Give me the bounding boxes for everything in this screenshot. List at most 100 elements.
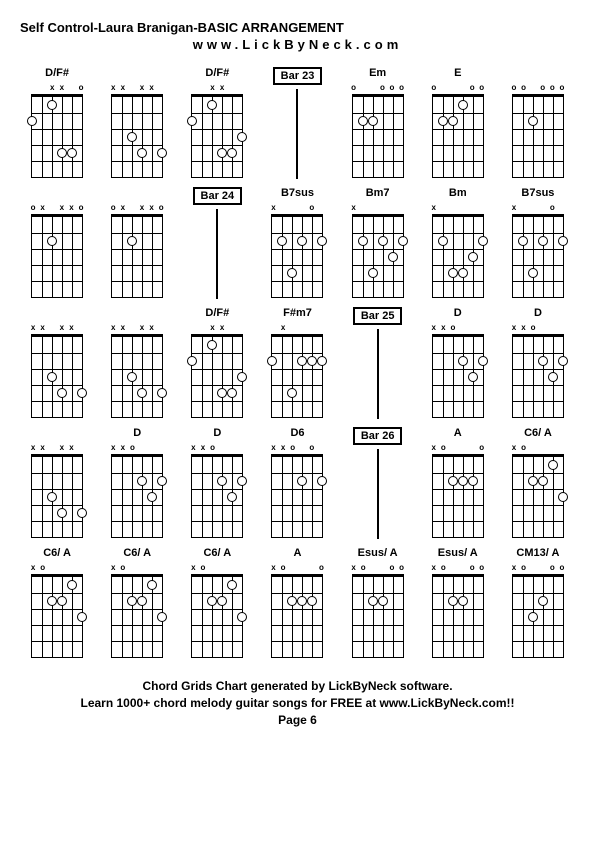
chord-grid: D/F#xxoxxxxD/F#xxBar 23EmooooEooooooooox…	[20, 67, 575, 658]
bar-line	[216, 209, 218, 299]
page-subtitle: www.LickByNeck.com	[20, 37, 575, 52]
chord-label: C6/ A	[43, 547, 71, 561]
string-marks: xxo	[189, 443, 245, 453]
fretboard-diagram: x	[350, 203, 406, 298]
string-marks: xxo	[109, 443, 165, 453]
fretboard-diagram: xxxx	[29, 443, 85, 538]
chord-diagram: xxxx	[100, 67, 174, 179]
string-marks: xxo	[29, 83, 85, 93]
fretboard-diagram: x	[269, 323, 325, 418]
chord-diagram: F#m7x	[260, 307, 334, 419]
chord-diagram: C6/ A xo	[180, 547, 254, 658]
fretboard-diagram: oxxxo	[109, 203, 165, 298]
string-marks: xxoo	[269, 443, 325, 453]
fretboard-diagram: ooo	[430, 83, 486, 178]
chord-label: C6/ A	[524, 427, 552, 441]
fretboard-diagram: xo	[510, 203, 566, 298]
chord-diagram: Dxxo	[421, 307, 495, 419]
page-footer: Chord Grids Chart generated by LickByNec…	[20, 678, 575, 728]
string-marks: xx	[189, 83, 245, 93]
chord-label: D	[213, 427, 221, 441]
fretboard-diagram: xooo	[350, 563, 406, 658]
chord-label: E	[454, 67, 461, 81]
bar-label: Bar 24	[193, 187, 243, 205]
chord-diagram: xxxx	[20, 307, 94, 419]
chord-label: Esus/ A	[358, 547, 398, 561]
chord-label: B7sus	[521, 187, 554, 201]
chord-diagram: Esus/ A xooo	[341, 547, 415, 658]
chord-diagram: D/F# xx	[180, 307, 254, 419]
string-marks: xo	[269, 203, 325, 213]
chord-diagram: C6/ A xo	[20, 547, 94, 658]
bar-label: Bar 26	[353, 427, 403, 445]
string-marks: x	[350, 203, 406, 213]
page-title: Self Control-Laura Branigan-BASIC ARRANG…	[20, 20, 575, 35]
fretboard-diagram: ooooo	[510, 83, 566, 178]
chord-diagram: Axoo	[421, 427, 495, 539]
bar-marker: Bar 24	[180, 187, 254, 299]
chord-diagram: Esus/ Axooo	[421, 547, 495, 658]
chord-label: C6/ A	[123, 547, 151, 561]
footer-line-2: Learn 1000+ chord melody guitar songs fo…	[20, 695, 575, 712]
string-marks: xoo	[269, 563, 325, 573]
fretboard-diagram: oooo	[350, 83, 406, 178]
fretboard-diagram: oxxxo	[29, 203, 85, 298]
chord-diagram: D/F#xxo	[20, 67, 94, 179]
fretboard-diagram: xo	[269, 203, 325, 298]
fretboard-diagram: xoo	[269, 563, 325, 658]
chord-label: D/F#	[205, 307, 229, 321]
chord-diagram: ooooo	[501, 67, 575, 179]
fretboard-diagram: xooo	[430, 563, 486, 658]
footer-line-3: Page 6	[20, 712, 575, 729]
fretboard-diagram: xxo	[510, 323, 566, 418]
fretboard-diagram: xxo	[430, 323, 486, 418]
string-marks: xx	[189, 323, 245, 333]
string-marks: x	[269, 323, 325, 333]
string-marks: xo	[510, 203, 566, 213]
fretboard-diagram: xo	[29, 563, 85, 658]
chord-label: C6/ A	[203, 547, 231, 561]
fretboard-diagram: xxxx	[109, 83, 165, 178]
fretboard-diagram: xo	[189, 563, 245, 658]
fretboard-diagram: xx	[189, 83, 245, 178]
bar-marker: Bar 25	[341, 307, 415, 419]
string-marks: xo	[510, 443, 566, 453]
bar-line	[296, 89, 298, 179]
chord-diagram: B7sus xo	[501, 187, 575, 299]
footer-line-1: Chord Grids Chart generated by LickByNec…	[20, 678, 575, 695]
string-marks: ooooo	[510, 83, 566, 93]
fretboard-diagram: xoo	[430, 443, 486, 538]
fretboard-diagram: xxo	[29, 83, 85, 178]
string-marks: xxxx	[29, 323, 85, 333]
string-marks: ooo	[430, 83, 486, 93]
fretboard-diagram: xx	[189, 323, 245, 418]
chord-diagram: Bm7x	[341, 187, 415, 299]
chord-diagram: Emoooo	[341, 67, 415, 179]
fretboard-diagram: x	[430, 203, 486, 298]
fretboard-diagram: xxxx	[29, 323, 85, 418]
chord-diagram: D/F# xx	[180, 67, 254, 179]
chord-diagram: C6/ Axo	[100, 547, 174, 658]
chord-label: A	[454, 427, 462, 441]
chord-diagram: Bmx	[421, 187, 495, 299]
bar-label: Bar 23	[273, 67, 323, 85]
string-marks: xxo	[510, 323, 566, 333]
string-marks: xxxx	[109, 323, 165, 333]
chord-label: D/F#	[205, 67, 229, 81]
chord-label: D	[454, 307, 462, 321]
bar-marker: Bar 23	[260, 67, 334, 179]
chord-diagram: D6 xxoo	[260, 427, 334, 539]
string-marks: xo	[189, 563, 245, 573]
chord-diagram: xxxx	[100, 307, 174, 419]
string-marks: xxo	[430, 323, 486, 333]
chord-diagram: oxxxo	[100, 187, 174, 299]
string-marks: oxxxo	[109, 203, 165, 213]
bar-label: Bar 25	[353, 307, 403, 325]
chord-label: CM13/ A	[516, 547, 559, 561]
string-marks: xooo	[430, 563, 486, 573]
chord-label: D6	[290, 427, 304, 441]
bar-marker: Bar 26	[341, 427, 415, 539]
chord-diagram: Dxxo	[180, 427, 254, 539]
bar-line	[377, 449, 379, 539]
fretboard-diagram: xxoo	[269, 443, 325, 538]
